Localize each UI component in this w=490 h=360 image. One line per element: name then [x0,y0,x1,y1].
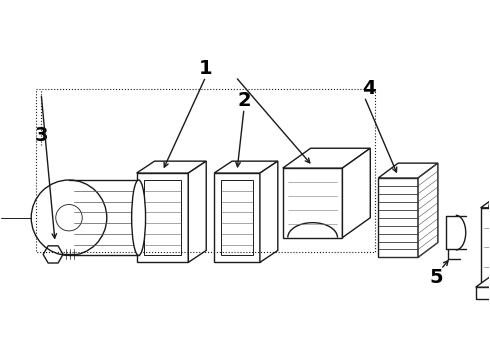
Polygon shape [481,173,490,208]
Polygon shape [418,163,438,257]
Polygon shape [378,163,438,178]
Polygon shape [137,173,188,262]
Polygon shape [489,168,490,208]
Polygon shape [214,161,278,173]
Polygon shape [188,161,206,262]
Text: 5: 5 [429,268,443,287]
Polygon shape [260,161,278,262]
Polygon shape [214,173,260,262]
Polygon shape [283,148,370,168]
Ellipse shape [132,180,146,255]
Polygon shape [476,287,490,299]
Text: 1: 1 [199,59,213,78]
Polygon shape [283,168,343,238]
Polygon shape [476,252,490,287]
Polygon shape [137,161,206,173]
Polygon shape [378,178,418,257]
Polygon shape [481,208,490,287]
Polygon shape [343,148,370,238]
Bar [36,89,375,252]
Text: 2: 2 [237,91,251,110]
Text: 4: 4 [363,79,376,98]
Text: 3: 3 [34,126,48,145]
